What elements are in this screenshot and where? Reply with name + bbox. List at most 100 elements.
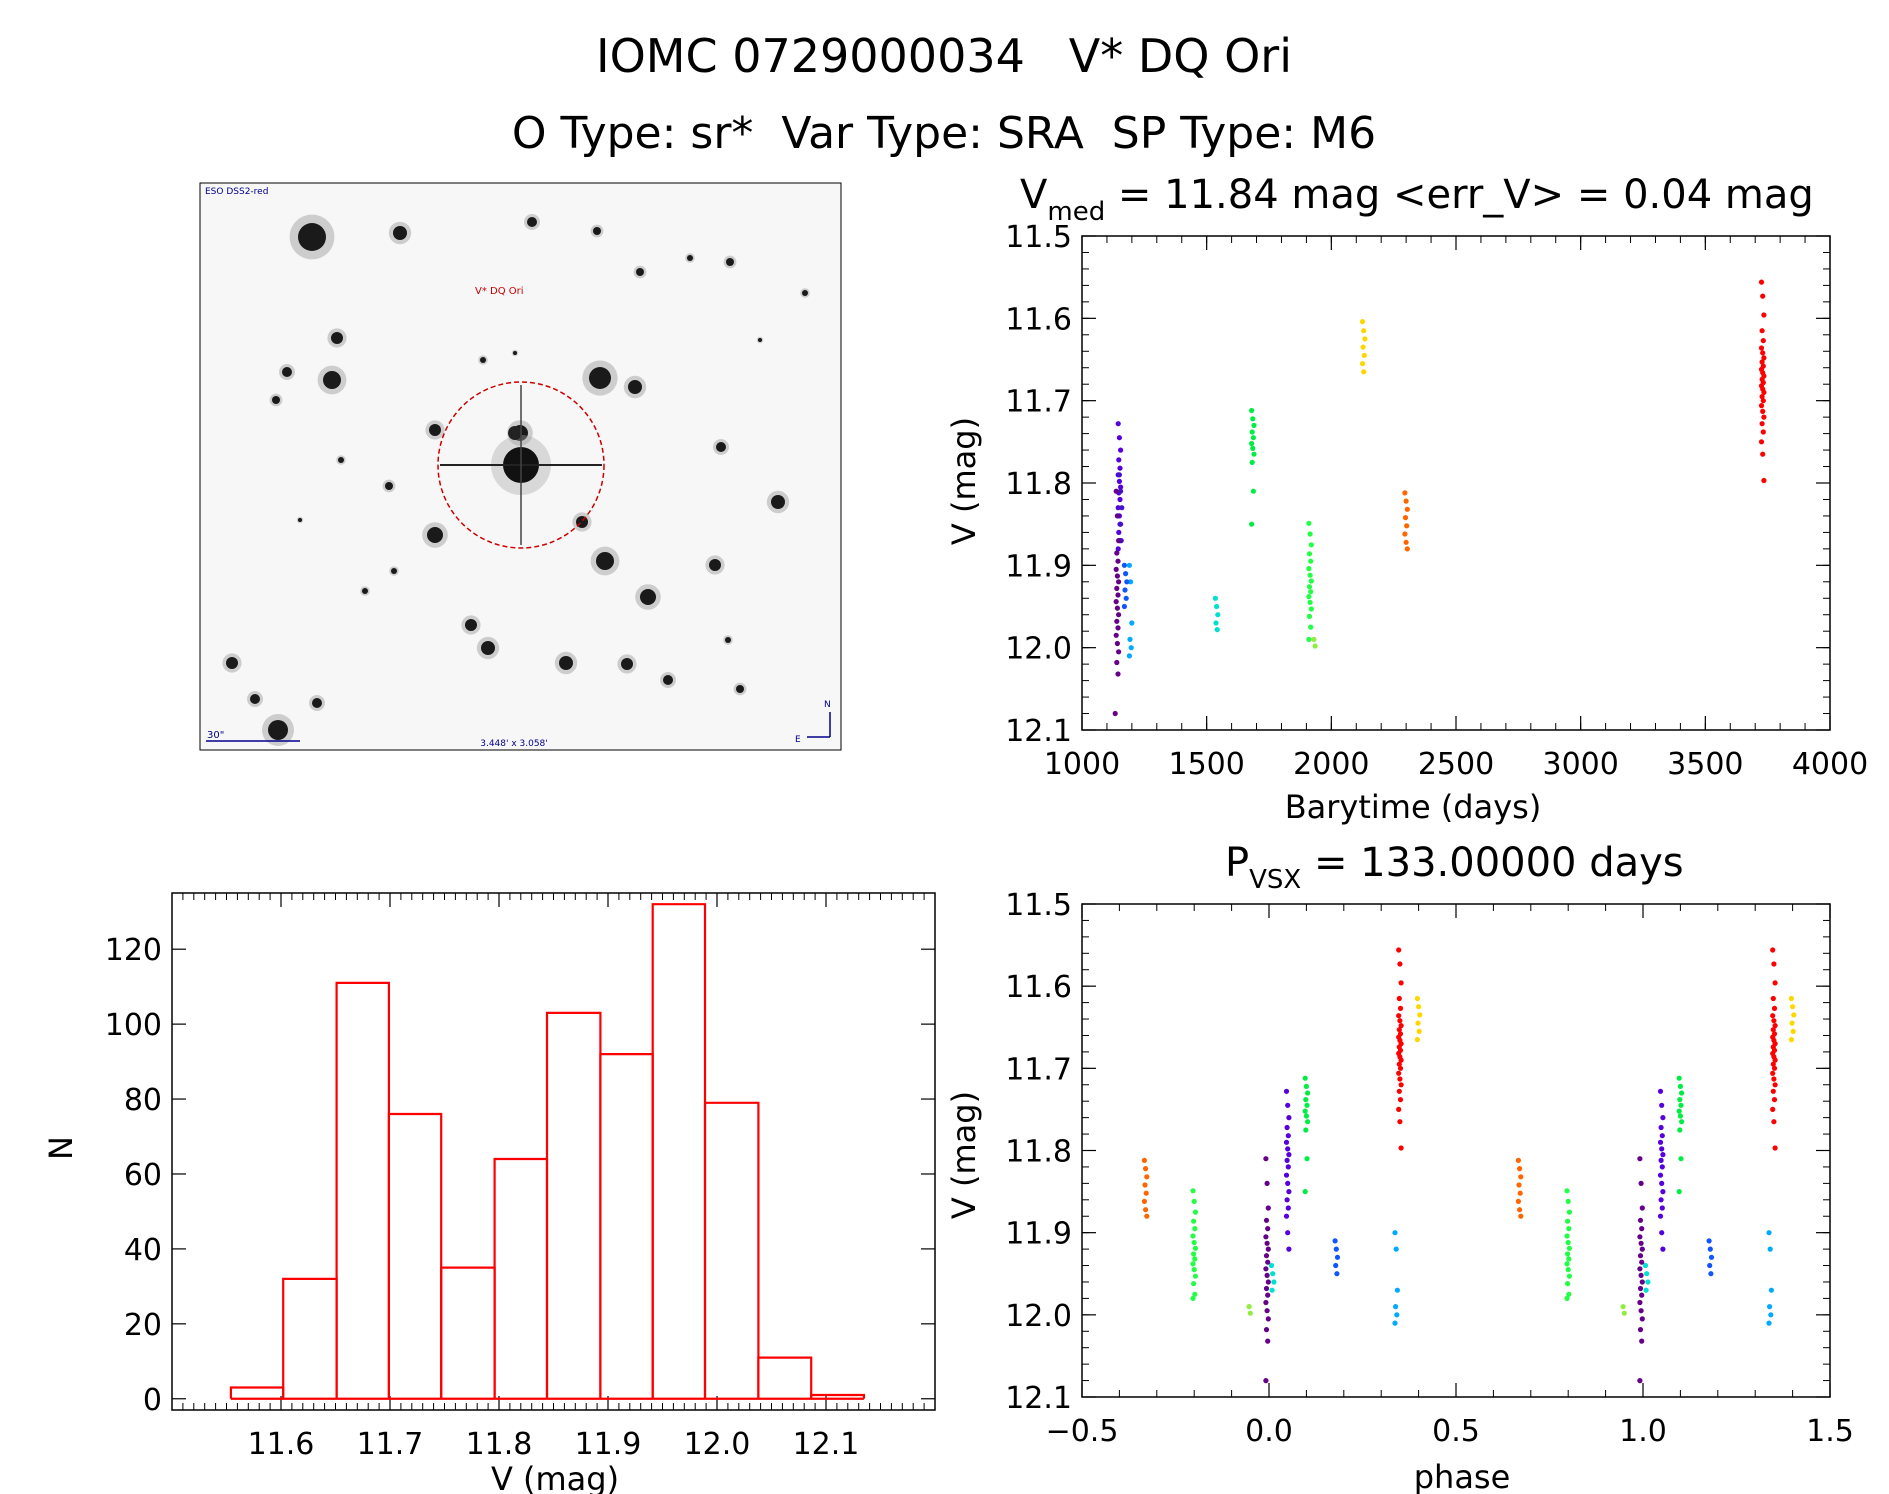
data-point	[1307, 531, 1313, 537]
survey-label: ESO DSS2-red	[205, 187, 268, 197]
data-point	[1770, 1027, 1776, 1033]
data-point	[1128, 579, 1134, 585]
data-point	[1285, 1164, 1291, 1170]
data-point	[1566, 1209, 1572, 1215]
data-point	[1312, 643, 1318, 649]
data-point	[1708, 1271, 1714, 1277]
star	[713, 439, 729, 455]
data-point	[1564, 1233, 1570, 1239]
data-point	[1192, 1256, 1198, 1262]
star	[309, 695, 325, 711]
data-point	[1113, 488, 1119, 494]
data-point	[1660, 1115, 1666, 1121]
data-point	[1639, 1279, 1645, 1285]
data-point	[1566, 1256, 1572, 1262]
data-point	[1677, 1127, 1683, 1133]
histogram-ylabel: N	[42, 1136, 80, 1160]
data-point	[1657, 1139, 1664, 1145]
y-tick-label: 11.6	[1005, 970, 1072, 1005]
data-point	[1564, 1261, 1570, 1267]
data-point	[1396, 1027, 1402, 1033]
data-point	[1760, 350, 1766, 356]
star	[705, 555, 725, 575]
phase-curve-title-prefix: P	[1225, 840, 1249, 886]
data-point	[1564, 1295, 1570, 1301]
data-point	[1249, 521, 1255, 527]
star	[524, 214, 540, 230]
light-curve-points	[1112, 279, 1767, 717]
star	[617, 654, 637, 674]
data-point	[1249, 407, 1255, 414]
star	[623, 375, 647, 399]
data-point	[1516, 1182, 1522, 1188]
data-point	[1788, 1037, 1794, 1043]
data-point	[1761, 355, 1767, 361]
x-tick-label: 11.8	[466, 1427, 533, 1462]
star	[511, 349, 519, 357]
scale-label: 30"	[207, 730, 224, 741]
data-point	[1286, 1246, 1292, 1252]
data-point	[1191, 1281, 1197, 1287]
data-point	[1250, 488, 1256, 494]
data-point	[1659, 1164, 1665, 1170]
star	[554, 651, 578, 675]
x-tick-label: 1500	[1168, 747, 1244, 782]
data-point	[1286, 1152, 1292, 1158]
data-point	[1564, 1188, 1570, 1194]
data-point	[1398, 1145, 1404, 1151]
data-point	[1398, 1057, 1404, 1063]
histogram-axes: 11.6 11.7 11.8 11.9 12.0 12.1 0 20 40 60 80 100 120	[105, 892, 936, 1462]
main-title-line1: IOMC 0729000034 V* DQ Ori	[596, 29, 1292, 83]
data-point	[1271, 1279, 1277, 1285]
data-point	[1637, 1234, 1643, 1240]
data-point	[1394, 1312, 1400, 1318]
data-point	[1659, 1133, 1665, 1139]
histogram-panel: 11.6 11.7 11.8 11.9 12.0 12.1020406080100120 …	[42, 892, 936, 1494]
data-point	[1308, 589, 1314, 595]
data-point	[1396, 1061, 1402, 1067]
star	[336, 455, 346, 465]
data-point	[1116, 612, 1122, 618]
x-tick-label: 4000	[1792, 747, 1868, 782]
data-point	[1263, 1299, 1269, 1306]
data-point	[1789, 1020, 1795, 1026]
data-point	[1638, 1180, 1644, 1186]
phase-curve-title: PVSX = 133.00000 days	[1225, 840, 1684, 895]
data-point	[1660, 1246, 1666, 1252]
x-tick-label: 0.5	[1432, 1414, 1480, 1449]
histogram-bar	[810, 1393, 865, 1399]
data-point	[1398, 980, 1404, 986]
data-point	[1269, 1287, 1275, 1293]
data-point	[1404, 523, 1410, 529]
data-point	[1249, 429, 1255, 435]
data-point	[1679, 1119, 1685, 1125]
star	[756, 336, 764, 344]
data-point	[1114, 550, 1120, 556]
data-point	[1307, 599, 1313, 606]
y-tick-label: 12.0	[1005, 1299, 1072, 1334]
data-point	[1115, 558, 1121, 564]
data-point	[1285, 1230, 1291, 1236]
data-point	[1270, 1271, 1276, 1277]
data-point	[1128, 645, 1134, 651]
target-circle	[437, 381, 605, 549]
data-point	[1790, 1028, 1796, 1034]
data-point	[1251, 422, 1257, 428]
data-point	[1402, 515, 1409, 521]
data-point	[1660, 1152, 1666, 1158]
main-title-line2: O Type: sr* Var Type: SRA SP Type: M6	[512, 108, 1376, 159]
data-point	[1190, 1261, 1196, 1267]
data-point	[1121, 562, 1127, 568]
star	[685, 253, 695, 263]
data-point	[1112, 710, 1118, 717]
data-point	[1302, 1189, 1308, 1195]
data-point	[1659, 1180, 1665, 1186]
data-point	[1620, 1304, 1626, 1310]
data-point	[1308, 558, 1314, 564]
data-point	[1265, 1246, 1271, 1252]
data-point	[1283, 1139, 1290, 1145]
data-point	[1115, 625, 1121, 631]
data-point	[1118, 488, 1124, 494]
data-point	[1760, 293, 1766, 299]
data-point	[1115, 671, 1121, 677]
